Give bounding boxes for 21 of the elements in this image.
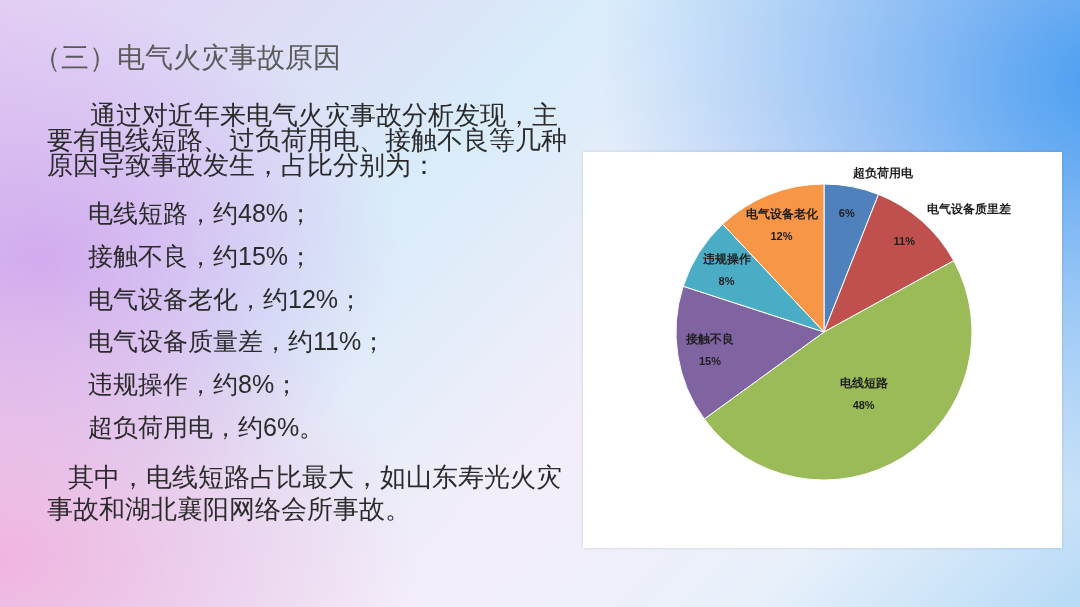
text: 超负荷用电，约6%。	[88, 412, 325, 442]
text: （三）电气火灾事故原因	[33, 41, 341, 75]
data-label: 15%	[698, 355, 722, 368]
slice-label: 电线短路	[839, 376, 889, 391]
data-label: 11%	[893, 234, 916, 247]
data-label: 6%	[838, 206, 855, 219]
text: 接触不良，约15%；	[88, 240, 314, 271]
slice-label: 违规操作	[701, 252, 751, 267]
text: 违规操作，约8%；	[88, 369, 300, 400]
data-label: 48%	[852, 399, 875, 412]
text: 电气设备老化，约12%；	[88, 283, 364, 314]
text: 电线短路，约48%；	[88, 198, 314, 228]
slice-label: 电气设备老化	[745, 206, 819, 221]
data-label: 8%	[718, 275, 735, 288]
text: 其中，电线短路占比最大，如山东寿光火灾事故和湖北襄阳网络会所事故。	[47, 462, 563, 525]
slice-label: 接触不良	[684, 332, 734, 347]
slice-label: 电气设备质里差	[927, 201, 1012, 216]
data-label: 12%	[770, 229, 793, 242]
text: 通过对近年来电气火灾事故分析发现，主要有电线短路、过负荷用电、接触不良等几种原因导致事故发生，占比分别为：	[47, 101, 568, 179]
text: 电气设备质量差，约11%；	[88, 326, 387, 357]
slice-label: 超负荷用电	[852, 165, 915, 180]
